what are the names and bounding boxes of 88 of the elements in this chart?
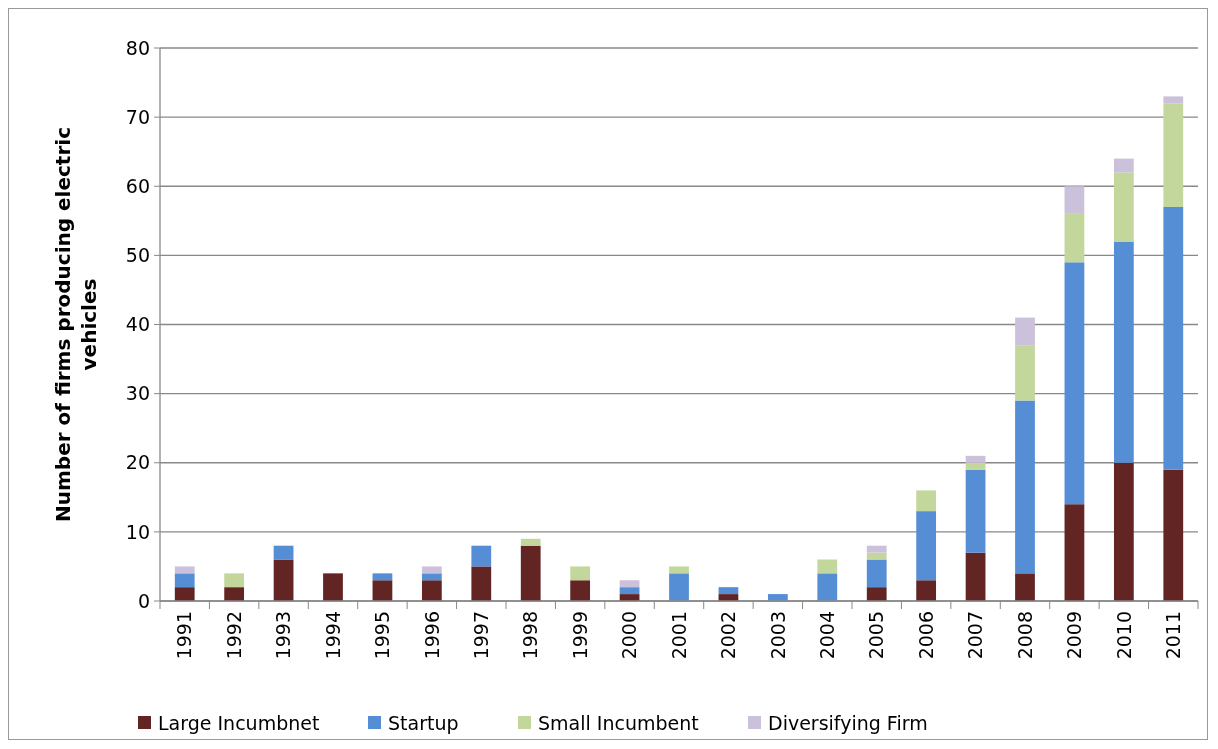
x-tick-label: 1993 xyxy=(272,611,295,660)
legend-label: Diversifying Firm xyxy=(768,711,928,734)
bar xyxy=(520,545,541,601)
bar xyxy=(916,511,937,581)
bar xyxy=(1064,186,1085,214)
x-tick-label: 2010 xyxy=(1112,611,1135,660)
y-tick-label: 50 xyxy=(125,244,150,267)
bar xyxy=(1064,504,1085,601)
bar xyxy=(273,559,294,601)
x-tick-label: 2001 xyxy=(667,611,690,660)
y-tick-label: 20 xyxy=(125,451,150,474)
x-tick-label: 1997 xyxy=(469,611,492,660)
bar xyxy=(174,566,195,574)
legend-label: Startup xyxy=(388,711,459,734)
legend-label: Large Incumbnet xyxy=(158,711,320,734)
bar xyxy=(866,552,887,560)
x-tick-label: 1994 xyxy=(321,611,344,660)
bar xyxy=(570,580,591,601)
bar xyxy=(421,573,442,581)
bar xyxy=(471,566,492,601)
x-tick-label: 1996 xyxy=(420,611,443,660)
bar xyxy=(866,545,887,553)
y-tick-label: 70 xyxy=(125,105,150,128)
bar xyxy=(866,559,887,588)
x-tick-label: 2006 xyxy=(914,611,937,660)
bar xyxy=(1015,317,1035,346)
bar xyxy=(224,587,245,601)
x-tick-label: 2011 xyxy=(1161,611,1184,660)
bar xyxy=(323,573,343,601)
y-axis-title: Number of firms producing electric vehicles xyxy=(51,127,101,522)
x-tick-label: 2002 xyxy=(717,611,740,660)
x-tick-label: 2000 xyxy=(618,611,641,660)
bar xyxy=(817,573,838,601)
bar xyxy=(916,490,937,512)
bar xyxy=(1163,469,1184,601)
bar xyxy=(421,566,442,574)
y-tick-label: 0 xyxy=(137,589,150,612)
bar xyxy=(965,469,986,553)
x-tick-label: 1991 xyxy=(173,611,196,660)
bar xyxy=(669,566,689,574)
bar xyxy=(1064,213,1085,263)
bar xyxy=(916,580,937,601)
y-tick-label: 10 xyxy=(125,520,150,543)
bar xyxy=(1113,158,1134,173)
bar xyxy=(372,573,393,581)
bar xyxy=(174,573,195,588)
bar xyxy=(273,545,294,560)
bar xyxy=(1015,573,1035,601)
x-tick-label: 2005 xyxy=(865,611,888,660)
x-tick-label: 1995 xyxy=(371,611,394,660)
y-tick-label: 40 xyxy=(125,313,150,336)
bar xyxy=(570,566,591,581)
bar xyxy=(1163,103,1184,207)
bar xyxy=(669,573,689,601)
bar xyxy=(520,538,541,546)
y-tick-label: 80 xyxy=(125,36,150,59)
y-tick-label: 60 xyxy=(125,174,150,197)
bar xyxy=(965,455,986,463)
x-tick-label: 1998 xyxy=(519,611,542,660)
y-tick-label: 30 xyxy=(125,382,150,405)
x-tick-label: 2008 xyxy=(1013,611,1036,660)
bar xyxy=(1113,241,1134,463)
bar xyxy=(965,552,986,601)
x-tick-label: 2003 xyxy=(766,611,789,660)
bar xyxy=(619,587,640,595)
bar xyxy=(471,545,492,567)
bar xyxy=(1015,400,1035,574)
x-tick-label: 2007 xyxy=(964,611,987,660)
bar xyxy=(817,559,838,574)
bar xyxy=(372,580,393,601)
bar xyxy=(965,462,986,470)
x-tick-label: 1999 xyxy=(568,611,591,660)
bar xyxy=(866,587,887,601)
bar xyxy=(224,573,245,588)
bar xyxy=(1113,462,1134,601)
x-tick-label: 2009 xyxy=(1063,611,1086,660)
bar xyxy=(718,587,739,595)
bar xyxy=(619,580,640,588)
bar xyxy=(1113,172,1134,242)
bar xyxy=(1163,206,1184,470)
x-tick-label: 1992 xyxy=(222,611,245,660)
legend-label: Small Incumbent xyxy=(538,711,699,734)
bar xyxy=(1015,345,1035,401)
bar xyxy=(1064,262,1085,505)
bar xyxy=(174,587,195,601)
x-tick-label: 2004 xyxy=(815,611,838,660)
bar xyxy=(421,580,442,601)
bar xyxy=(1163,96,1184,104)
